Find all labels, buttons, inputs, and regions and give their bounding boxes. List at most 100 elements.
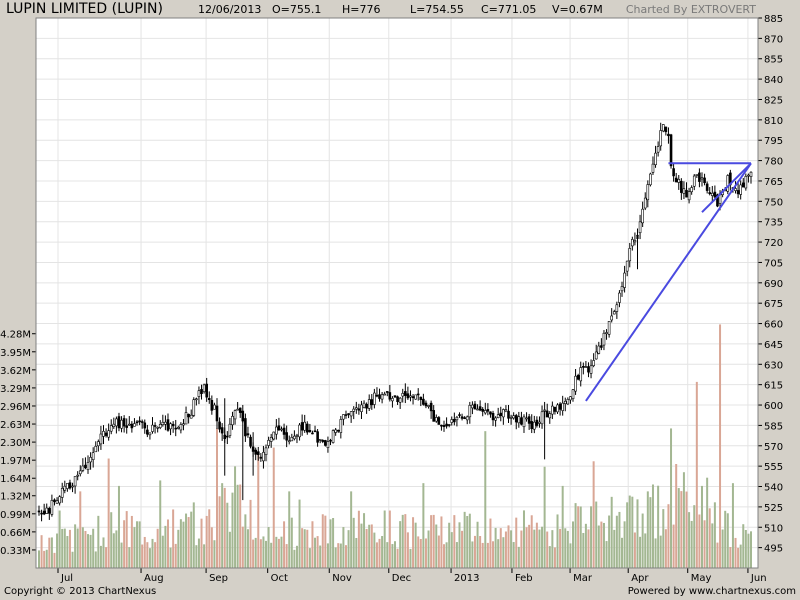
price-candle bbox=[569, 396, 572, 404]
candle-body bbox=[324, 440, 327, 446]
volume-bar bbox=[406, 532, 409, 568]
candle-body bbox=[107, 430, 110, 438]
volume-bar bbox=[192, 502, 195, 568]
volume-bar bbox=[200, 518, 203, 568]
volume-bar bbox=[631, 496, 634, 568]
quote-open: O=755.1 bbox=[272, 3, 322, 16]
volume-bar bbox=[321, 514, 324, 568]
volume-bar bbox=[657, 485, 660, 568]
candle-body bbox=[318, 438, 322, 441]
candle-body bbox=[365, 403, 368, 409]
candle-body bbox=[711, 192, 714, 196]
quote-date: 12/06/2013 bbox=[198, 3, 262, 16]
price-candle bbox=[295, 433, 299, 444]
price-candle bbox=[293, 430, 296, 441]
price-candle bbox=[656, 141, 660, 157]
price-candle bbox=[275, 419, 278, 440]
candle-body bbox=[654, 152, 657, 166]
volume-bar bbox=[394, 541, 396, 568]
candle-body bbox=[48, 508, 51, 514]
price-candle bbox=[587, 362, 590, 378]
price-tick-label: 585 bbox=[764, 421, 783, 432]
candle-body bbox=[661, 124, 665, 132]
candle-body bbox=[303, 421, 307, 431]
candle-body bbox=[424, 402, 428, 407]
price-candle bbox=[267, 436, 270, 449]
price-candle bbox=[321, 439, 325, 444]
price-candle bbox=[396, 395, 399, 406]
price-candle bbox=[447, 424, 451, 428]
price-tick-label: 885 bbox=[764, 14, 783, 25]
candle-body bbox=[641, 208, 644, 224]
candle-body bbox=[269, 437, 273, 442]
volume-bar bbox=[713, 502, 716, 568]
volume-bar bbox=[711, 523, 714, 568]
volume-bar bbox=[136, 521, 139, 568]
price-candle bbox=[388, 384, 392, 402]
volume-bar bbox=[437, 535, 440, 568]
candle-body bbox=[687, 191, 691, 201]
volume-bar bbox=[50, 537, 53, 568]
candle-body bbox=[112, 423, 116, 427]
price-candle bbox=[192, 397, 196, 418]
candle-body bbox=[60, 488, 64, 498]
candle-body bbox=[638, 221, 642, 234]
volume-bar bbox=[288, 491, 291, 568]
price-candle bbox=[91, 447, 95, 468]
volume-bar bbox=[453, 515, 456, 568]
price-candle bbox=[643, 192, 647, 211]
candle-body bbox=[233, 410, 237, 420]
volume-bar bbox=[275, 536, 278, 568]
price-candle bbox=[695, 174, 699, 178]
price-candle bbox=[117, 412, 121, 432]
price-candle bbox=[357, 403, 361, 415]
candle-body bbox=[63, 485, 67, 491]
candle-body bbox=[280, 428, 283, 431]
volume-bar bbox=[213, 540, 216, 568]
volume-bar bbox=[370, 524, 373, 568]
price-candle bbox=[81, 458, 85, 473]
candle-body bbox=[202, 384, 206, 393]
price-tick-label: 510 bbox=[764, 523, 783, 534]
volume-bar bbox=[646, 491, 649, 568]
volume-bar bbox=[729, 547, 732, 568]
volume-bar bbox=[621, 537, 624, 568]
price-candle bbox=[607, 321, 611, 338]
price-candle bbox=[445, 417, 448, 429]
candle-body bbox=[571, 389, 575, 400]
price-candle bbox=[483, 402, 487, 415]
candle-body bbox=[210, 400, 214, 411]
candle-body bbox=[164, 421, 167, 425]
candle-body bbox=[272, 431, 276, 440]
volume-bar bbox=[721, 529, 724, 568]
candle-body bbox=[373, 392, 376, 405]
volume-bar bbox=[177, 529, 180, 568]
candle-body bbox=[698, 172, 701, 182]
powered-by-link[interactable]: Powered by www.chartnexus.com bbox=[627, 586, 796, 597]
candle-body bbox=[334, 429, 337, 433]
price-candle bbox=[375, 387, 379, 398]
volume-bar bbox=[314, 537, 317, 568]
price-candle bbox=[63, 480, 67, 494]
volume-bar bbox=[507, 525, 510, 568]
price-candle bbox=[318, 438, 322, 444]
volume-bar bbox=[97, 515, 100, 568]
volume-bar bbox=[105, 547, 108, 568]
candle-body bbox=[631, 239, 634, 247]
volume-bar bbox=[221, 483, 224, 568]
volume-bar bbox=[404, 514, 407, 568]
volume-bar bbox=[38, 550, 40, 568]
price-candle bbox=[409, 390, 412, 402]
candle-body bbox=[207, 398, 211, 401]
volume-bar bbox=[672, 524, 675, 568]
volume-bar bbox=[141, 544, 144, 568]
volume-bar bbox=[577, 506, 580, 568]
volume-bar bbox=[726, 513, 729, 568]
price-candle bbox=[218, 417, 221, 433]
price-candle bbox=[499, 406, 503, 422]
candle-body bbox=[102, 431, 105, 437]
quote-close: C=771.05 bbox=[481, 3, 537, 16]
candle-body bbox=[625, 260, 629, 272]
price-candle bbox=[228, 417, 232, 439]
